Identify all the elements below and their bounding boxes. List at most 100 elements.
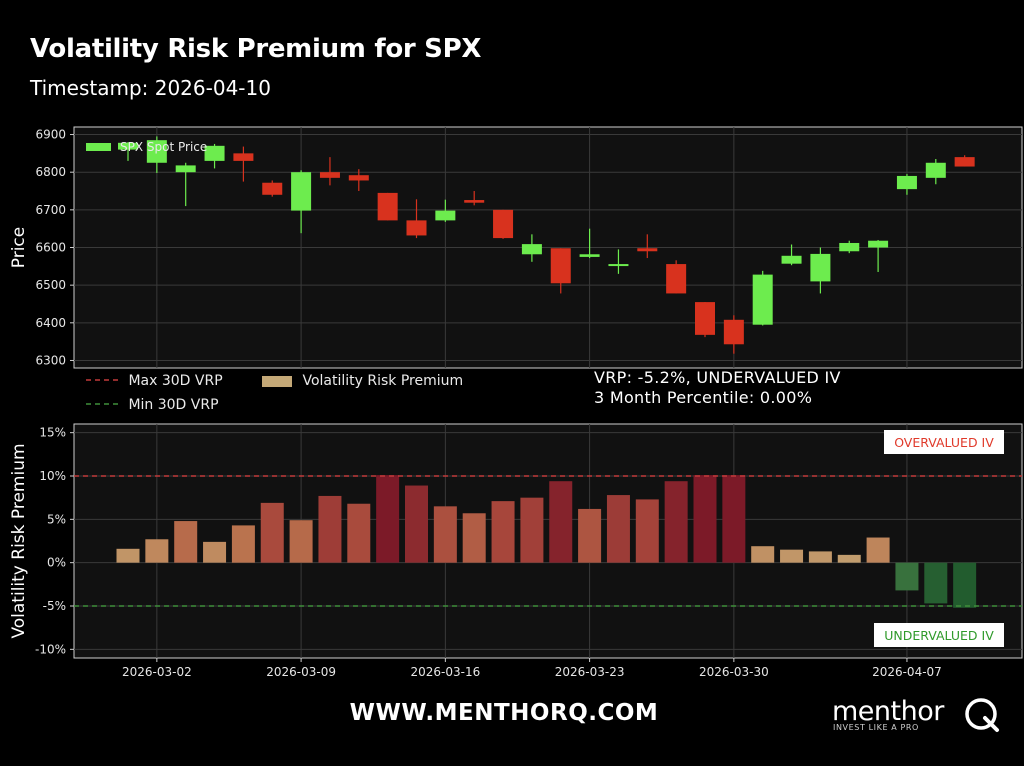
menthorq-logo: menthor INVEST LIKE A PRO — [832, 696, 1012, 740]
vrp-bar — [405, 485, 428, 563]
vrp-bar — [116, 548, 140, 563]
vrp-axis-label: Volatility Risk Premium — [9, 443, 29, 638]
candle-body — [262, 182, 283, 195]
price-tick-label: 6400 — [35, 316, 66, 330]
vrp-bar — [145, 539, 169, 563]
vrp-tick-label: 15% — [39, 426, 66, 440]
vrp-bar — [289, 520, 313, 563]
candle-body — [868, 240, 889, 248]
timestamp-subtitle: Timestamp: 2026-04-10 — [30, 76, 271, 100]
x-tick-label: 2026-03-23 — [555, 665, 625, 679]
legend-vrp: Volatility Risk Premium — [262, 373, 463, 389]
percentile-text: 3 Month Percentile: 0.00% — [594, 388, 813, 407]
candle-body — [550, 248, 571, 284]
vrp-bar — [722, 475, 746, 563]
candle-body — [435, 210, 456, 221]
logo-text: menthor — [832, 696, 944, 727]
candle-body — [319, 172, 340, 178]
vrp-bar — [347, 503, 371, 563]
vrp-bar — [635, 499, 659, 563]
candle-body — [896, 175, 917, 190]
undervalued-box — [874, 623, 1004, 647]
overvalued-box — [884, 430, 1004, 454]
vrp-bar — [924, 562, 948, 604]
vrp-bar — [203, 541, 227, 563]
vrp-bar — [837, 554, 861, 563]
vrp-bar — [491, 501, 515, 563]
legend-vrp-swatch — [262, 375, 292, 387]
candle-body — [204, 145, 225, 161]
candle-body — [954, 157, 975, 167]
candle-body — [377, 192, 398, 221]
price-axis-label: Price — [9, 227, 29, 268]
spx-legend-label: SPX Spot Price — [120, 140, 207, 154]
legend-max-line-icon — [86, 379, 120, 381]
website-link[interactable]: WWW.MENTHORQ.COM — [349, 700, 659, 726]
x-tick-label: 2026-03-02 — [122, 665, 192, 679]
price-tick-label: 6300 — [35, 353, 66, 367]
candle-body — [146, 140, 167, 163]
vrp-bar — [780, 549, 804, 563]
vrp-bar — [953, 562, 977, 608]
candle-body — [233, 153, 254, 161]
candle-body — [118, 142, 138, 150]
candle-body — [291, 172, 312, 211]
candle-body — [637, 248, 658, 252]
vrp-bar — [174, 521, 198, 563]
vrp-tick-label: -10% — [35, 642, 66, 656]
vrp-bar — [808, 551, 832, 563]
vrp-bar — [578, 508, 602, 563]
vrp-bar — [231, 525, 255, 563]
vrp-value-text: VRP: -5.2%, UNDERVALUED IV — [594, 368, 841, 387]
legend-max-label: Max 30D VRP — [128, 373, 223, 389]
vrp-tick-label: 10% — [39, 469, 66, 483]
q-logo-icon — [965, 698, 999, 732]
spx-legend-swatch — [86, 143, 111, 151]
x-tick-label: 2026-04-07 — [872, 665, 942, 679]
candle-body — [579, 254, 600, 257]
candle-body — [406, 220, 427, 236]
vrp-bar — [866, 537, 890, 563]
vrp-bar — [433, 506, 457, 563]
vrp-bar — [751, 546, 775, 563]
candle-body — [608, 264, 629, 267]
candle-body — [666, 264, 687, 294]
x-tick-label: 2026-03-09 — [266, 665, 336, 679]
candle-body — [348, 175, 369, 181]
chart-title: Volatility Risk Premium for SPX — [30, 34, 482, 64]
vrp-bar — [520, 497, 544, 563]
candle-body — [723, 319, 744, 345]
candle-body — [493, 209, 514, 239]
legend-min-vrp: Min 30D VRP — [86, 397, 219, 413]
vrp-bar — [664, 481, 688, 563]
price-tick-label: 6900 — [35, 128, 66, 142]
legend-vrp-label: Volatility Risk Premium — [302, 373, 464, 389]
candle-body — [781, 255, 802, 264]
vrp-tick-label: -5% — [43, 599, 66, 613]
legend-max-vrp: Max 30D VRP — [86, 373, 223, 389]
logo-tagline: INVEST LIKE A PRO — [833, 723, 919, 732]
vrp-bar — [693, 475, 717, 563]
vrp-bar — [895, 562, 919, 591]
price-tick-label: 6600 — [35, 241, 66, 255]
candle-body — [464, 200, 485, 203]
candle-body — [925, 162, 946, 178]
undervalued-label: UNDERVALUED IV — [884, 628, 994, 643]
x-tick-label: 2026-03-16 — [410, 665, 480, 679]
legend-min-line-icon — [86, 403, 120, 405]
legend-min-label: Min 30D VRP — [128, 397, 219, 413]
x-tick-label: 2026-03-30 — [699, 665, 769, 679]
vrp-bar — [318, 495, 342, 563]
vrp-tick-label: 5% — [47, 512, 66, 526]
vrp-bar — [260, 502, 284, 563]
candle-body — [839, 242, 860, 252]
candle-body — [752, 274, 773, 325]
overvalued-label: OVERVALUED IV — [894, 435, 994, 450]
vrp-bar — [549, 481, 573, 563]
vrp-bar — [606, 495, 630, 563]
candle-body — [695, 302, 715, 335]
candle-body — [175, 165, 196, 173]
price-tick-label: 6500 — [35, 278, 66, 292]
vrp-bar — [462, 513, 486, 563]
